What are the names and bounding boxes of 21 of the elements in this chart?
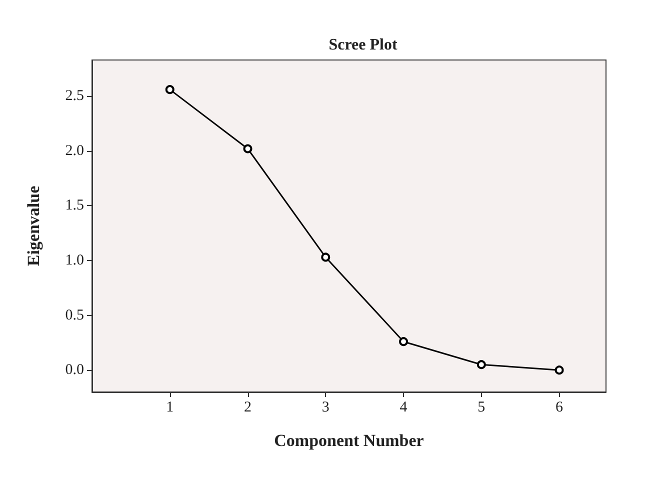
y-axis-title: Eigenvalue	[24, 185, 43, 266]
y-tick-label: 1.0	[65, 252, 84, 269]
chart-title: Scree Plot	[328, 36, 398, 54]
y-tick-label: 0.0	[65, 362, 84, 378]
x-tick-label: 6	[556, 400, 564, 416]
point	[554, 366, 564, 375]
x-tick-label: 3	[322, 400, 330, 416]
x-tick-label: 5	[478, 400, 486, 416]
y-tick-label: 2.0	[65, 142, 84, 159]
point	[321, 252, 330, 262]
y-tick-label: 2.5	[65, 88, 84, 104]
x-tick-label: 1	[166, 400, 174, 416]
x-axis-title: Component Number	[274, 431, 424, 450]
y-tick-label: 1.5	[65, 198, 84, 214]
x-tick-label: 4	[400, 400, 408, 416]
point	[476, 360, 486, 370]
point	[165, 85, 174, 94]
y-tick-label: 0.5	[65, 307, 84, 324]
point	[243, 144, 252, 154]
x-tick-label: 2	[244, 400, 252, 416]
point	[399, 337, 408, 346]
